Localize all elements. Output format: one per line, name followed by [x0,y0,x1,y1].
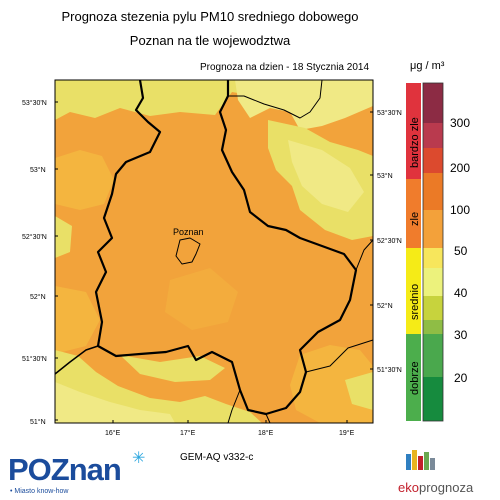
lat-label-left: 51°N [30,418,46,426]
legend-tick: 300 [450,116,470,130]
legend-color-step [423,268,443,296]
unit-label: μg / m³ [410,60,445,72]
legend-color-step [423,334,443,377]
legend-category-label: dobrze [409,361,421,395]
map-title-line-1: Prognoza stezenia pylu PM10 sredniego do… [61,9,359,24]
lat-label-right: 53°30'N [377,109,402,117]
ekoprognoza-logo-word: ekoprognoza [398,480,474,495]
neighbour-border-north [228,79,323,119]
legend-tick-labels: 300 200 100 50 40 30 20 [450,116,470,385]
lon-label: 19°E [339,429,355,437]
lat-label-left: 51°30'N [22,355,47,363]
legend-category-bar [406,179,421,248]
lat-label-left: 53°30'N [22,99,47,107]
poznan-logo: POZnan ✳ • Miasto know-how [8,450,148,495]
legend-color-step [423,210,443,248]
legend-tick: 100 [450,203,470,217]
concentration-field [55,80,373,423]
lat-lon-labels: 53°30'N 53°N 52°30'N 52°N 51°30'N 51°N 5… [22,99,402,437]
legend-tick: 20 [454,371,468,385]
legend-color-step [423,83,443,123]
neighbour-border-south [227,339,374,424]
legend-color-step [423,296,443,320]
model-label: GEM-AQ v332-c [180,452,254,463]
lon-label: 18°E [258,429,274,437]
legend-color-step [423,173,443,210]
legend-tick: 50 [454,244,468,258]
axis-ticks [55,101,373,423]
legend-tick: 40 [454,286,468,300]
legend-tick: 200 [450,161,470,175]
map-frame [54,79,374,424]
ekoprognoza-logo-mark [406,450,435,470]
city-label: Poznan [173,227,204,237]
star-icon: ✳ [132,450,146,467]
neighbour-border-east [355,239,374,271]
poznan-logo-word: POZnan [8,452,122,487]
legend-category-bar [406,248,421,334]
lat-label-left: 52°30'N [22,233,47,241]
legend-color-step [423,123,443,148]
legend-category-bar [406,83,421,179]
map-title-line-2: Poznan na tle wojewodztwa [129,33,291,48]
lon-label: 16°E [105,429,121,437]
legend-color-step [423,148,443,173]
legend-category-bar [406,334,421,421]
legend: bardzo zle zle srednio dobrze 300 200 10… [406,82,470,422]
lon-label: 17°E [180,429,196,437]
poznan-city-border [175,237,201,265]
legend-color-step [423,248,443,268]
legend-category-labels: bardzo zle zle srednio dobrze [409,117,421,395]
borders [54,79,374,424]
legend-category-label: srednio [409,284,421,320]
legend-color-step [423,320,443,334]
legend-tick: 30 [454,328,468,342]
legend-category-label: zle [409,212,421,226]
legend-color-step [423,377,443,421]
lat-label-right: 53°N [377,172,393,180]
lat-label-right: 52°N [377,302,393,310]
legend-category-label: bardzo zle [409,117,421,168]
poznan-logo-tagline: • Miasto know-how [10,488,69,495]
poland-border [54,345,99,375]
lat-label-right: 51°30'N [377,366,402,374]
lat-label-left: 53°N [30,166,46,174]
ekoprognoza-logo: ekoprognoza [398,449,498,497]
forecast-date: Prognoza na dzien - 18 Stycznia 2014 [200,62,369,73]
lat-label-right: 52°30'N [377,237,402,245]
lat-label-left: 52°N [30,293,46,301]
